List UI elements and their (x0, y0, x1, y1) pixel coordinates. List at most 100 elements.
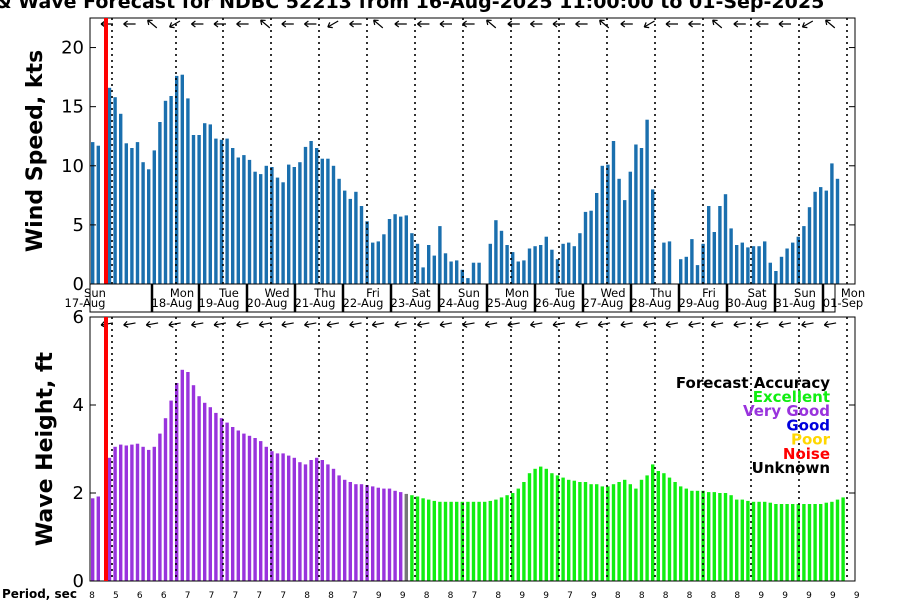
arrow-shape (168, 320, 181, 328)
arrow-shape (145, 320, 159, 328)
arrow-shape (213, 20, 226, 28)
wind-bar (539, 245, 543, 284)
wind-bar (449, 261, 453, 284)
wave-bar (438, 501, 442, 581)
arrow-shape (733, 20, 746, 28)
wave-bar (505, 495, 509, 581)
arrow-shape (778, 20, 791, 28)
wind-bar (292, 167, 296, 284)
wave-bar (460, 501, 464, 581)
wind-direction-arrow (462, 20, 475, 28)
wave-bar (359, 484, 364, 581)
wind-bar (259, 174, 263, 284)
wind-direction-arrow (756, 20, 769, 28)
wave-direction-arrow (507, 320, 520, 328)
arrow-shape (801, 320, 814, 328)
period-value: 9 (400, 591, 406, 600)
wave-bar (326, 464, 330, 581)
wind-bar (835, 178, 840, 284)
wind-bar (701, 243, 705, 284)
wind-bar (819, 187, 823, 284)
day-name-label: Thu (313, 286, 336, 300)
wind-bar (735, 245, 739, 284)
wave-bar (539, 466, 543, 581)
arrow-shape (462, 20, 475, 28)
wave-plot-frame (89, 316, 856, 582)
period-value: 9 (543, 591, 549, 600)
wind-bar (488, 243, 492, 284)
wave-bar (410, 495, 414, 581)
arrow-shape (801, 20, 814, 29)
day-name-label: Mon (170, 286, 194, 300)
wind-direction-arrow (349, 20, 362, 28)
wave-bar (107, 457, 112, 581)
wind-direction-arrow (530, 20, 543, 28)
wave-bar (830, 501, 834, 581)
arrow-shape (327, 20, 339, 29)
day-name-label: Mon (505, 286, 529, 300)
arrow-shape (371, 320, 385, 328)
period-value: 8 (304, 591, 310, 600)
day-date-label: 26-Aug (535, 296, 576, 310)
wind-bar (163, 100, 168, 284)
wave-bar (600, 486, 604, 581)
wind-direction-arrow (147, 19, 158, 29)
period-value: 9 (519, 591, 525, 600)
wave-direction-arrow (258, 320, 272, 328)
period-value: 5 (113, 591, 119, 600)
arrow-shape (710, 320, 724, 328)
wind-bar (376, 241, 380, 284)
wave-bar (197, 396, 201, 581)
wave-height-panel: 0 2 4 6 Wave Height, ft Forecast AccuracyExce… (2, 307, 860, 600)
legend-item: Very Good (743, 402, 830, 420)
wind-bar (667, 241, 672, 284)
wave-direction-arrow (462, 320, 475, 328)
wave-bar (645, 475, 649, 581)
wave-bar (471, 501, 476, 581)
period-value: 9 (376, 591, 382, 600)
period-value: 7 (233, 591, 239, 600)
wind-direction-arrow (643, 20, 655, 29)
wave-bar (522, 482, 526, 581)
arrow-shape (530, 320, 543, 328)
wind-bar (634, 144, 638, 284)
wind-bar (309, 141, 313, 284)
arrow-shape (417, 320, 430, 328)
wind-bar (359, 206, 364, 284)
wind-bar (645, 119, 649, 284)
arrow-shape (688, 320, 701, 328)
arrow-shape (665, 20, 678, 28)
wave-bar (651, 464, 655, 581)
wind-bar (91, 142, 95, 284)
wind-bar (326, 158, 330, 284)
wave-bar (270, 451, 274, 581)
wind-bar (225, 138, 229, 284)
wave-bar (740, 499, 744, 581)
wave-bar (751, 501, 756, 581)
arrow-shape (147, 19, 158, 29)
day-name-label: Sat (412, 286, 431, 300)
wave-bar (113, 446, 117, 581)
period-value: 6 (161, 591, 167, 600)
wind-bar (527, 248, 532, 284)
wind-bar (298, 162, 302, 284)
wave-bar (169, 400, 173, 581)
wave-direction-arrow (326, 320, 340, 328)
day-date-label: 24-Aug (439, 296, 480, 310)
wind-bar (399, 216, 403, 284)
arrow-shape (823, 320, 837, 328)
wave-y-axis-label: Wave Height, ft (33, 351, 58, 546)
wave-bar (203, 402, 207, 581)
day-date-label: 20-Aug (247, 296, 288, 310)
wind-bar (611, 141, 616, 284)
legend-item: Excellent (753, 388, 830, 406)
legend-item: Noise (783, 445, 830, 463)
wind-bar (203, 123, 207, 284)
wind-bar (113, 97, 117, 284)
wind-bar (707, 206, 711, 284)
legend-item: Unknown (752, 459, 830, 477)
wave-bar (819, 504, 823, 581)
wind-bar (432, 255, 436, 284)
day-name-label: Tue (218, 286, 239, 300)
wind-direction-arrow (260, 19, 271, 29)
